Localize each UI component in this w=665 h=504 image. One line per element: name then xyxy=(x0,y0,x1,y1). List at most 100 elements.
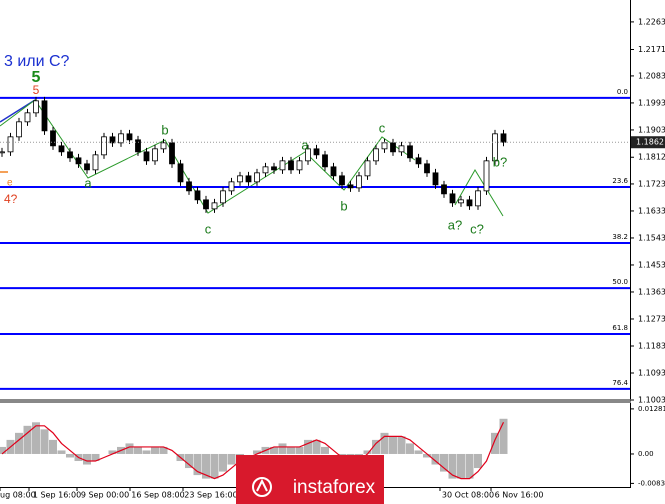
osc-bar xyxy=(287,446,295,454)
candle xyxy=(58,145,65,153)
osc-bar xyxy=(295,446,304,454)
osc-bar xyxy=(431,453,440,465)
osc-bar xyxy=(465,453,474,479)
osc-bar xyxy=(406,443,414,454)
osc-bar xyxy=(210,453,219,479)
candle xyxy=(16,121,22,138)
osc-bar xyxy=(312,439,321,454)
candle xyxy=(143,151,150,162)
candle xyxy=(160,142,167,150)
osc-bar xyxy=(474,453,482,469)
osc-bar xyxy=(253,450,261,454)
osc-bar xyxy=(448,453,457,479)
wave-label: 5 xyxy=(32,69,41,86)
candle xyxy=(500,133,507,143)
wave-label: c xyxy=(379,120,386,135)
y-tick-label: 1.1453 xyxy=(638,260,665,269)
x-tick-label: ug 08:00 xyxy=(0,491,36,500)
osc-bar xyxy=(380,432,389,454)
osc-bar xyxy=(278,443,287,454)
y-tick-label: 1.1903 xyxy=(638,125,665,134)
candle xyxy=(203,199,209,210)
candle xyxy=(407,145,413,159)
y-tick-label: 1.1273 xyxy=(638,314,665,323)
watermark-logo xyxy=(256,478,268,492)
wave-label: 4? xyxy=(4,192,18,206)
wave-line xyxy=(0,99,36,123)
osc-bar xyxy=(304,439,312,454)
osc-bar xyxy=(219,453,227,472)
last-price-label: 1.1862 xyxy=(636,138,664,147)
candle xyxy=(194,190,201,201)
osc-bar xyxy=(270,446,278,454)
candle xyxy=(237,175,243,183)
y-tick-label: 1.1993 xyxy=(638,98,665,107)
x-tick-label: 9 Sep 00:00 xyxy=(81,491,129,500)
wave-label: a xyxy=(84,175,92,190)
candle xyxy=(67,151,73,159)
wave-label: c? xyxy=(470,221,484,236)
candle xyxy=(41,100,48,132)
candle xyxy=(101,136,107,156)
candle xyxy=(373,148,379,162)
candle xyxy=(262,166,269,174)
candle xyxy=(220,190,226,204)
candle xyxy=(50,130,56,147)
candle xyxy=(271,166,277,171)
osc-bar xyxy=(66,453,74,458)
fib-label: 50.0 xyxy=(612,278,628,286)
candle xyxy=(466,199,473,207)
x-tick-label: 16 Sep 08:00 xyxy=(131,491,184,500)
candle xyxy=(177,163,184,183)
candle xyxy=(245,175,252,183)
osc-bar xyxy=(0,446,6,454)
candle xyxy=(33,100,39,114)
wave-label: b? xyxy=(493,154,507,169)
candle xyxy=(398,145,405,153)
candle xyxy=(296,160,303,171)
candle xyxy=(441,184,447,195)
wave-label: c xyxy=(205,221,212,236)
candle xyxy=(135,139,141,153)
candle xyxy=(415,157,422,165)
osc-bar xyxy=(372,439,380,454)
watermark-logo xyxy=(252,477,272,497)
candle xyxy=(322,154,328,168)
osc-bar xyxy=(321,446,329,454)
osc-bar xyxy=(423,453,431,458)
osc-bar xyxy=(57,450,66,454)
x-tick-label: 6 Nov 16:00 xyxy=(495,491,544,500)
fib-label: 76.4 xyxy=(612,379,628,387)
wave-line xyxy=(454,169,504,217)
candle xyxy=(339,175,345,186)
osc-bar xyxy=(440,453,448,472)
candle xyxy=(118,133,124,144)
candle xyxy=(305,148,311,162)
x-tick-label: 30 Oct 08:00 xyxy=(442,491,494,500)
candle xyxy=(75,157,82,165)
osc-y-tick-label: 0.01281 xyxy=(638,405,665,413)
y-tick-label: 1.1093 xyxy=(638,368,665,377)
wave-label: a xyxy=(301,137,309,152)
y-tick-label: 1.1723 xyxy=(638,179,665,188)
osc-bar xyxy=(193,453,202,476)
candle xyxy=(211,202,218,210)
osc-bar xyxy=(185,453,193,469)
osc-bar xyxy=(23,425,32,454)
osc-y-tick-label: 0.00 xyxy=(638,450,654,458)
y-tick-label: 1.1363 xyxy=(638,287,665,296)
candle xyxy=(313,148,320,156)
osc-bar xyxy=(91,453,100,462)
candle xyxy=(24,112,31,123)
osc-bar xyxy=(159,446,168,454)
candle xyxy=(228,181,235,192)
wave-line xyxy=(0,99,416,214)
candle xyxy=(381,142,388,150)
candle xyxy=(432,172,439,186)
candle xyxy=(458,199,464,204)
candle xyxy=(0,151,5,154)
y-tick-label: 1.1183 xyxy=(638,341,665,350)
